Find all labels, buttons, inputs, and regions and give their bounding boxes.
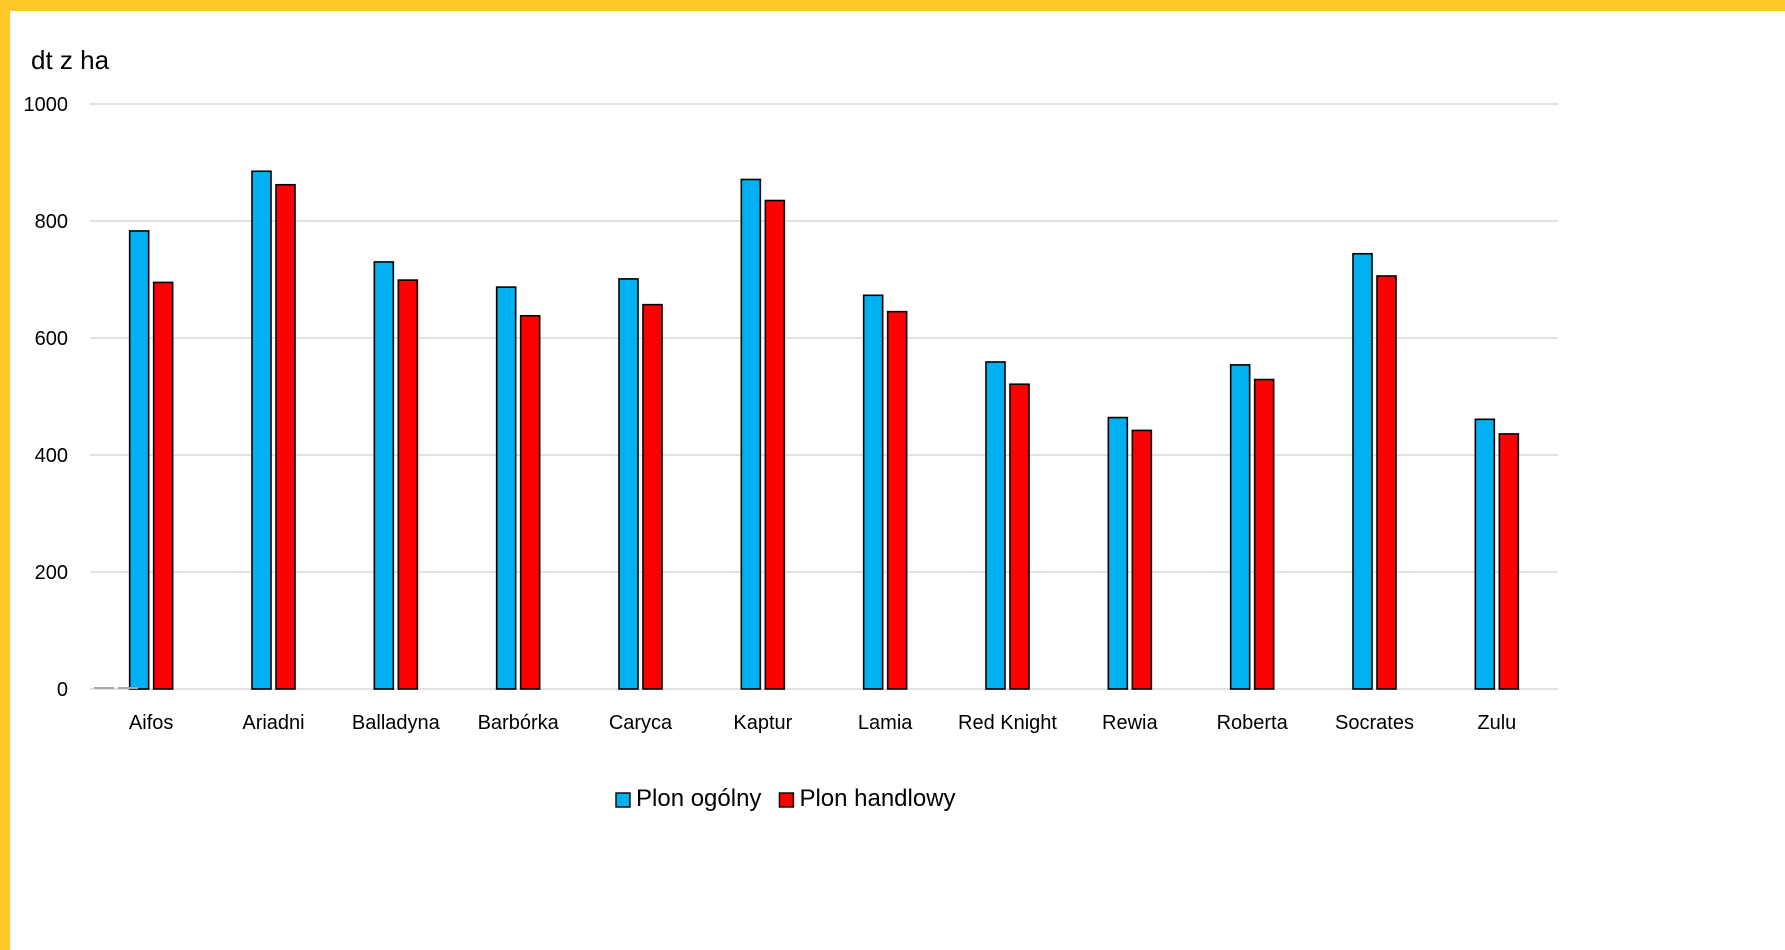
- bar: [251, 170, 272, 690]
- bars: [128, 170, 1520, 690]
- legend-swatch: [615, 792, 631, 808]
- axes: 0 200 400 600 800 1000 Aifos Ariadni Balladyna Ba…: [24, 94, 1517, 734]
- bar: [1253, 378, 1275, 690]
- bar: [397, 279, 419, 690]
- bar: [519, 314, 541, 690]
- bar-chart: 0 200 400 600 800 1000 Aifos Ariadni Balladyna Ba…: [24, 45, 1558, 812]
- y-tick-label: 600: [35, 328, 68, 350]
- bar: [1474, 418, 1496, 690]
- bar: [740, 178, 762, 690]
- x-tick-label: Roberta: [1217, 712, 1289, 734]
- bar: [1107, 416, 1129, 690]
- y-tick-label: 400: [35, 445, 68, 467]
- x-tick-label: Red Knight: [958, 712, 1057, 734]
- x-tick-label: Barbórka: [478, 712, 560, 734]
- bar: [128, 230, 150, 690]
- x-tick-label: Socrates: [1335, 712, 1414, 734]
- x-tick-label: Caryca: [609, 712, 673, 734]
- chart-frame: 0 200 400 600 800 1000 Aifos Ariadni Balladyna Ba…: [10, 11, 1785, 950]
- y-tick-label: 800: [35, 211, 68, 233]
- legend-label: Plon handlowy: [799, 785, 955, 812]
- x-tick-label: Balladyna: [352, 712, 441, 734]
- bar: [495, 286, 517, 690]
- bar: [642, 303, 663, 690]
- bar: [1498, 433, 1520, 690]
- bar: [618, 278, 639, 690]
- y-tick-label: 200: [35, 562, 68, 584]
- legend-label: Plon ogólny: [636, 785, 761, 812]
- x-tick-label: Ariadni: [242, 712, 304, 734]
- y-tick-label: 0: [57, 679, 68, 701]
- legend-swatch: [778, 792, 795, 808]
- x-tick-label: Kaptur: [733, 712, 792, 734]
- bar: [1009, 383, 1030, 690]
- bar: [1376, 275, 1397, 690]
- bar: [886, 310, 908, 690]
- bar: [275, 183, 296, 690]
- bar: [373, 261, 395, 690]
- bar: [985, 361, 1006, 690]
- y-unit-label: dt z ha: [31, 45, 110, 75]
- bar: [1352, 252, 1373, 690]
- legend: Plon ogólny Plon handlowy: [615, 785, 956, 812]
- x-tick-label: Lamia: [858, 712, 913, 734]
- x-tick-label: Aifos: [129, 712, 173, 734]
- bar: [764, 199, 786, 690]
- bar: [862, 294, 884, 690]
- gridlines: [90, 103, 1558, 690]
- x-tick-label: Rewia: [1102, 712, 1158, 734]
- bar: [1229, 364, 1251, 690]
- x-tick-label: Zulu: [1477, 712, 1516, 734]
- y-tick-label: 1000: [24, 94, 69, 116]
- bar: [152, 281, 174, 690]
- bar: [1131, 429, 1153, 690]
